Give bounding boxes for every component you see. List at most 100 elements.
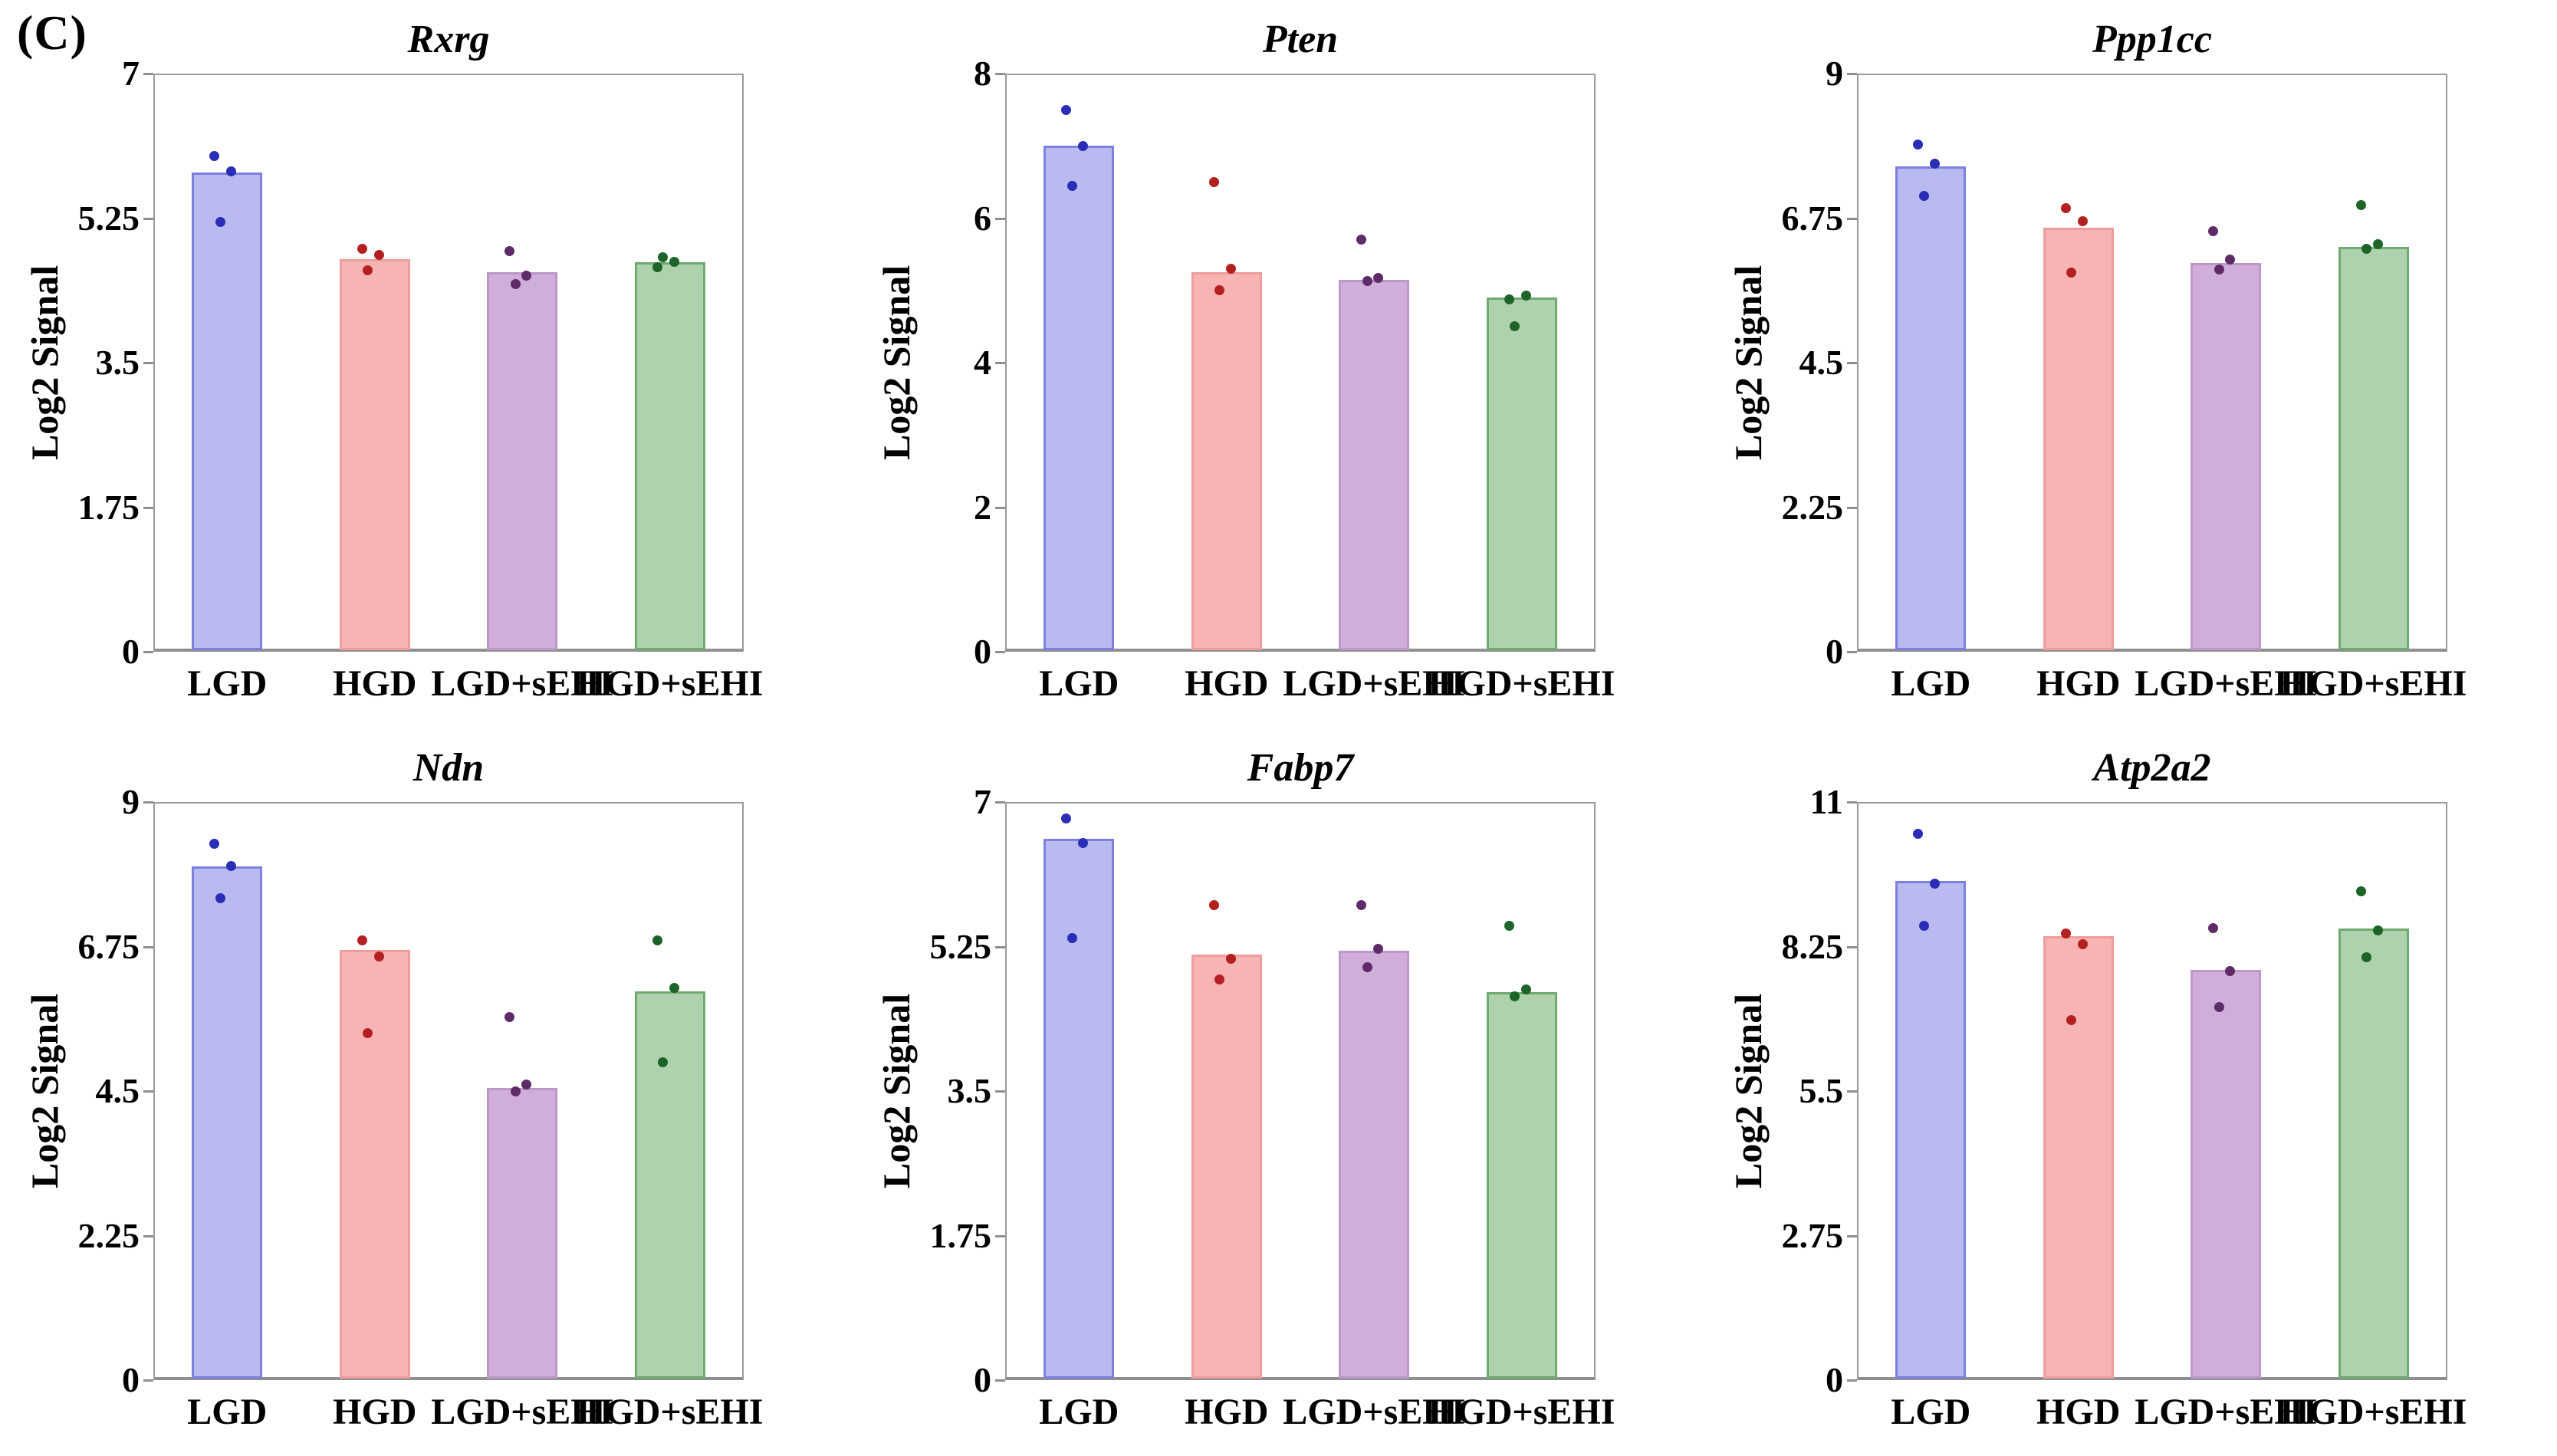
xtick-label: HGD [1185,1392,1269,1432]
data-point [363,1028,373,1039]
data-point [2355,886,2366,897]
ytick-label: 2 [974,487,991,527]
xtick-label: HGD [1185,663,1269,704]
ytick-mark [1847,73,1857,75]
data-point [1061,104,1072,115]
ytick-label: 4 [974,343,991,382]
ytick-mark [143,1379,153,1382]
ytick-mark [143,1234,153,1237]
ytick-label: 8 [974,54,991,93]
data-point [373,951,384,961]
bar-lgd [192,173,263,650]
data-point [215,893,225,904]
ytick-mark [995,945,1005,948]
data-point [1356,235,1367,245]
bar-hgd [2043,935,2114,1379]
data-point [2208,225,2219,236]
chart-title: Ppp1cc [2092,18,2212,61]
data-point [1208,900,1219,911]
chart-title: Rxrg [407,18,490,61]
data-point [1930,878,1941,889]
xtick-label: HGD [333,1392,417,1432]
data-point [652,261,662,272]
ytick-label: 1.75 [929,1215,992,1255]
xtick-label: HGD+sEHI [2280,663,2467,704]
bar-hgd [1191,955,1262,1379]
bar-lgd-sehi [2191,970,2262,1379]
ytick-mark [1847,506,1857,509]
chart-title: Atp2a2 [2093,746,2211,790]
xtick-label: LGD [1039,663,1119,704]
xtick-label: HGD+sEHI [1428,1392,1615,1432]
xtick-label: LGD+sEHI [2135,1392,2318,1432]
data-point [2372,925,2383,936]
data-point [2225,255,2236,265]
xtick-label: LGD+sEHI [431,1392,614,1432]
ytick-mark [1847,1090,1857,1093]
data-point [504,246,515,257]
data-point [1067,180,1077,191]
ytick-label: 2.25 [77,1215,140,1255]
data-point [1373,273,1384,284]
ytick-mark [143,801,153,804]
data-point [1078,838,1089,849]
ytick-mark [143,73,153,75]
data-point [1504,921,1514,932]
ytick-label: 6 [974,198,991,238]
data-point [2355,200,2366,211]
data-point [521,1080,532,1090]
chart-fabp7: Fabp7 Log2 Signal 0 1.75 3.5 5.25 7 LGD HGD LGD+s… [852,728,1704,1456]
data-point [1510,991,1520,1001]
ytick-mark [143,1090,153,1093]
ytick-mark [1847,945,1857,948]
data-point [209,838,220,849]
data-point [373,250,384,261]
data-point [2077,216,2088,227]
data-point [1362,275,1372,286]
bar-lgd [1044,839,1115,1379]
ytick-label: 4.5 [95,1071,140,1110]
chart-ppp1cc: Ppp1cc Log2 Signal 0 2.25 4.5 6.75 9 LGD HGD LGD+… [1704,0,2557,728]
data-point [1362,961,1372,972]
ytick-label: 4.5 [1799,343,1844,382]
ytick-label: 5.5 [1799,1071,1844,1110]
data-point [357,243,367,254]
data-point [2077,938,2088,949]
ytick-label: 9 [1826,54,1843,93]
bar-hgd [339,259,410,650]
ytick-mark [1847,217,1857,220]
ytick-label: 11 [1809,782,1843,821]
bar-hgd-sehi [634,261,705,650]
data-point [652,935,662,945]
xtick-label: LGD+sEHI [1283,1392,1466,1432]
data-point [510,1086,521,1096]
chart-title: Pten [1262,18,1339,61]
data-point [2225,966,2236,977]
data-point [1373,944,1384,955]
bar-lgd-sehi [1339,950,1410,1379]
data-point [357,935,367,945]
data-point [1918,920,1929,931]
data-point [1067,933,1077,944]
ytick-mark [995,1234,1005,1237]
ytick-mark [143,217,153,220]
data-point [1061,813,1072,824]
data-point [1504,294,1514,304]
ytick-label: 3.5 [95,343,140,382]
ytick-mark [995,1379,1005,1382]
bar-hgd-sehi [1486,991,1557,1379]
ytick-label: 7 [974,782,991,821]
bar-lgd [1895,880,1967,1379]
xtick-label: HGD+sEHI [1428,663,1615,704]
ytick-mark [995,651,1005,653]
ytick-mark [1847,1234,1857,1237]
data-point [658,251,669,262]
xtick-label: LGD+sEHI [431,663,614,704]
ytick-label: 2.75 [1781,1215,1844,1255]
chart-title: Fabp7 [1247,746,1354,790]
xtick-label: LGD+sEHI [1283,663,1466,704]
xtick-label: HGD+sEHI [577,663,764,704]
xtick-label: LGD [1039,1392,1119,1432]
data-point [1214,285,1225,296]
